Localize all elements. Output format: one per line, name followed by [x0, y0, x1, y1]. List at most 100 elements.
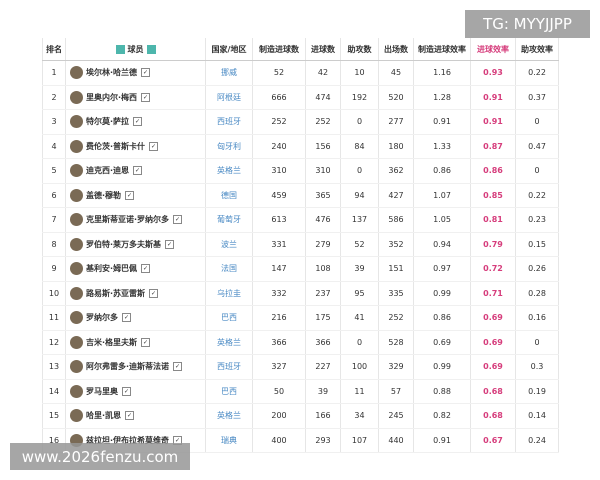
cell-text: 192 — [351, 92, 368, 102]
table-cell: 阿尔弗雷多·迪斯蒂法诺 ✓ — [65, 354, 206, 380]
cell-text: 0.99 — [433, 288, 451, 298]
table-cell: 0.85 — [470, 183, 516, 208]
cell-text: 0.81 — [483, 215, 503, 225]
cell-text: 法国 — [221, 264, 237, 274]
table-cell: 156 — [305, 134, 341, 159]
cell-text: 匈牙利 — [217, 141, 241, 151]
cell-text: 0.82 — [433, 411, 451, 421]
cell-text: 0.67 — [483, 435, 503, 445]
table-cell: 245 — [378, 403, 414, 429]
table-row: 9 基利安·姆巴佩 ✓ 法国 147 108 39 151 0.97 0.72 0.26 — [42, 256, 559, 282]
cell-text: 366 — [315, 337, 331, 347]
table-cell: 英格兰 — [205, 158, 253, 184]
check-icon: ✓ — [149, 141, 159, 151]
cell-text: 94 — [354, 190, 365, 200]
cell-text: 0.86 — [433, 313, 451, 323]
table-cell: 巴西 — [205, 379, 253, 404]
table-cell: 310 — [305, 158, 341, 184]
cell-text: 39 — [317, 386, 329, 396]
table-cell: 0.69 — [470, 305, 516, 331]
cell-text: 0.28 — [528, 288, 546, 298]
table-cell: 0.87 — [470, 134, 516, 159]
table-cell: 8 — [42, 232, 66, 257]
cell-text: 5 — [51, 166, 57, 176]
cell-text: 西班牙 — [217, 362, 241, 372]
cell-text: 0.86 — [483, 166, 503, 176]
cell-text: 50 — [273, 386, 285, 396]
cell-text: 216 — [271, 313, 287, 323]
header-text: 制造进球效率 — [418, 44, 466, 54]
check-icon: ✓ — [141, 92, 151, 102]
table-row: 15 哈里·凯恩 ✓ 英格兰 200 166 34 245 0.82 0.68 0.14 — [42, 403, 559, 429]
table-row: 3 特尔莫·萨拉 ✓ 西班牙 252 252 0 277 0.91 0.91 0 — [42, 109, 559, 135]
cell-text: 34 — [354, 411, 365, 421]
table-cell: 52 — [340, 232, 379, 257]
table-cell: 240 — [252, 134, 306, 159]
cell-text: 7 — [51, 215, 57, 225]
cell-text: 13 — [48, 362, 60, 372]
table-cell: 罗纳尔多 ✓ — [65, 305, 206, 331]
table-cell: 137 — [340, 207, 379, 233]
table-cell: 0.94 — [413, 232, 471, 257]
cell-text: 葡萄牙 — [217, 215, 241, 225]
table-cell: 192 — [340, 85, 379, 110]
table-cell: 57 — [378, 379, 414, 404]
cell-text: 0.22 — [528, 190, 546, 200]
table-cell: 613 — [252, 207, 306, 233]
cell-text: 0.37 — [528, 92, 546, 102]
avatar — [70, 139, 83, 153]
cell-text: 1.33 — [433, 141, 451, 151]
cell-text: 666 — [271, 92, 287, 102]
cell-text: 吉米·格里夫斯 — [86, 337, 138, 347]
table-cell: 277 — [378, 109, 414, 135]
cell-text: 1.28 — [433, 92, 451, 102]
cell-text: 0.68 — [483, 386, 503, 396]
cell-text: 332 — [271, 288, 287, 298]
table-row: 16 兹拉坦·伊布拉希莫维奇 ✓ 瑞典 400 293 107 440 0.91 0.67 0.24 — [42, 428, 559, 453]
cell-text: 0.86 — [433, 166, 451, 176]
table-cell: 吉米·格里夫斯 ✓ — [65, 330, 206, 355]
table-cell: 528 — [378, 330, 414, 355]
table-cell: 100 — [340, 354, 379, 380]
cell-text: 0.91 — [483, 92, 503, 102]
table-cell: 427 — [378, 183, 414, 208]
header-text: 助攻数 — [347, 44, 372, 54]
cell-text: 乌拉圭 — [217, 288, 241, 298]
table-cell: 666 — [252, 85, 306, 110]
cell-text: 0.14 — [528, 411, 546, 421]
header-cell: 球员 — [65, 38, 206, 61]
table-cell: 14 — [42, 379, 66, 404]
table-cell: 11 — [340, 379, 379, 404]
cell-text: 0.69 — [483, 362, 503, 372]
table-cell: 520 — [378, 85, 414, 110]
cell-text: 427 — [388, 190, 404, 200]
table-cell: 200 — [252, 403, 306, 429]
table-cell: 50 — [252, 379, 306, 404]
cell-text: 42 — [317, 68, 329, 78]
table-cell: 0.67 — [470, 428, 516, 453]
cell-text: 151 — [388, 264, 404, 274]
table-cell: 12 — [42, 330, 66, 355]
table-cell: 41 — [340, 305, 379, 331]
cell-text: 84 — [354, 141, 365, 151]
table-cell: 108 — [305, 256, 341, 282]
avatar — [70, 384, 83, 398]
cell-text: 331 — [271, 239, 287, 249]
header-cell: 排名 — [42, 38, 66, 61]
header-text: 进球数 — [311, 44, 335, 54]
cell-text: 0 — [356, 166, 363, 176]
cell-text: 费伦茨·普斯卡什 — [86, 141, 146, 151]
cell-text: 0.47 — [528, 141, 546, 151]
table-cell: 0.15 — [515, 232, 559, 257]
table-cell: 52 — [252, 60, 306, 86]
cell-text: 1.05 — [433, 215, 451, 225]
table-cell: 310 — [252, 158, 306, 184]
table-cell: 6 — [42, 183, 66, 208]
header-cell: 制造进球效率 — [413, 38, 471, 61]
table-cell: 329 — [378, 354, 414, 380]
cell-text: 156 — [315, 141, 331, 151]
cell-text: 57 — [390, 386, 402, 396]
cell-text: 39 — [354, 264, 365, 274]
check-icon: ✓ — [141, 337, 151, 347]
cell-text: 巴西 — [221, 313, 237, 323]
